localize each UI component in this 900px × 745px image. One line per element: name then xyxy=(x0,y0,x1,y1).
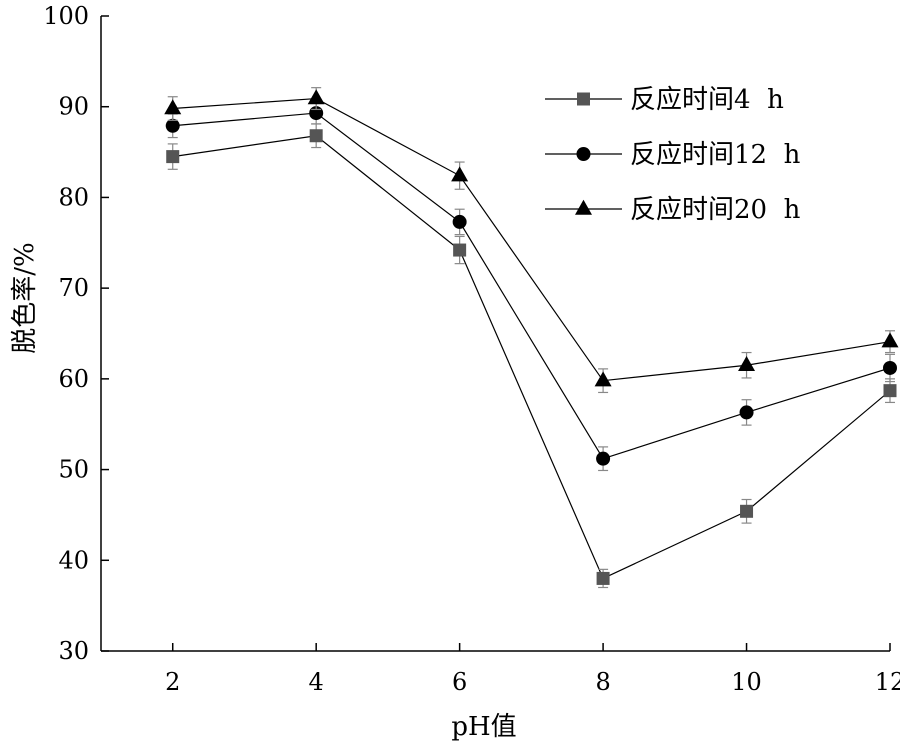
data-point xyxy=(451,166,469,182)
data-point xyxy=(881,332,899,348)
series-line xyxy=(172,135,891,580)
y-tick-label: 90 xyxy=(58,93,89,121)
series-3 xyxy=(164,87,899,394)
data-point xyxy=(452,214,467,229)
data-point xyxy=(594,371,612,387)
y-tick-label: 100 xyxy=(43,2,89,30)
y-axis-title: 脱色率/% xyxy=(10,242,40,353)
legend: 反应时间4 h 反应时间12 h 反应时间20 h xyxy=(545,85,801,225)
data-point xyxy=(738,355,756,371)
x-tick-label: 8 xyxy=(595,668,610,696)
y-tick-label: 50 xyxy=(58,456,89,484)
y-tick-label: 60 xyxy=(58,365,89,393)
x-tick-label: 6 xyxy=(452,668,467,696)
series-group xyxy=(164,87,899,589)
data-point xyxy=(307,89,325,105)
x-axis-title: pH值 xyxy=(451,712,516,742)
data-point xyxy=(883,360,897,375)
axes xyxy=(100,16,890,652)
y-tick-label: 30 xyxy=(58,637,89,665)
legend-label: 反应时间20 h xyxy=(630,195,801,225)
y-tick-label: 40 xyxy=(58,546,89,574)
data-point xyxy=(739,405,754,420)
legend-marker xyxy=(577,92,590,106)
series-line xyxy=(172,97,891,382)
legend-marker xyxy=(575,199,592,215)
series-1 xyxy=(166,123,897,589)
data-point xyxy=(883,384,897,398)
y-tick-label: 70 xyxy=(58,274,89,302)
x-ticks: 2 4 6 8 10 12 xyxy=(165,643,900,696)
data-point xyxy=(596,571,610,585)
y-ticks: 30 40 50 60 70 80 90 100 xyxy=(43,2,109,665)
x-tick-label: 10 xyxy=(731,668,762,696)
legend-item: 反应时间4 h xyxy=(545,85,784,115)
data-point xyxy=(165,118,180,133)
legend-item: 反应时间20 h xyxy=(545,195,801,225)
legend-label: 反应时间4 h xyxy=(630,85,784,115)
data-point xyxy=(596,451,611,466)
x-tick-label: 12 xyxy=(875,668,900,696)
data-point xyxy=(164,99,182,115)
data-point xyxy=(453,243,467,257)
data-point xyxy=(740,504,754,518)
y-tick-label: 80 xyxy=(58,183,89,211)
data-point xyxy=(309,129,323,143)
legend-label: 反应时间12 h xyxy=(630,140,801,170)
legend-marker xyxy=(576,147,591,161)
series-line xyxy=(172,112,891,460)
data-point xyxy=(166,150,180,164)
x-tick-label: 2 xyxy=(165,668,180,696)
legend-item: 反应时间12 h xyxy=(545,140,801,170)
x-tick-label: 4 xyxy=(309,668,324,696)
